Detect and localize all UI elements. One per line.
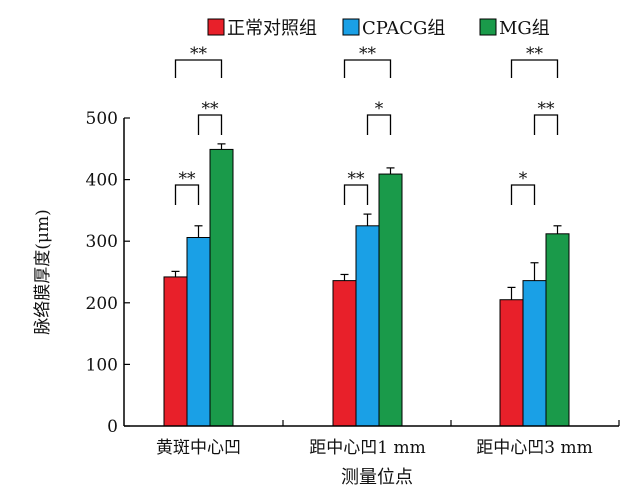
legend-label: MG组 [499, 18, 550, 39]
y-axis-label: 脉络膜厚度(μm) [33, 209, 53, 334]
legend-label: 正常对照组 [227, 18, 317, 39]
axes: 0 100 200 300 400 500 黄斑中心凹 距中心凹1 mm 距中心凹3 mm [86, 109, 620, 458]
significance-label: ** [202, 99, 220, 119]
bar [332, 280, 357, 427]
significance-bracket [533, 114, 559, 135]
bar [163, 276, 188, 427]
y-tick-label: 500 [86, 109, 118, 129]
significance-bracket [343, 184, 369, 205]
significance-bracket [366, 114, 392, 135]
significance-bracket [174, 59, 223, 78]
y-tick-label: 0 [107, 417, 118, 437]
significance-label: ** [348, 169, 366, 189]
significance-label: ** [179, 169, 197, 189]
x-axis-label: 测量位点 [341, 467, 413, 488]
bar [545, 233, 570, 427]
y-tick-label: 200 [86, 294, 118, 314]
significance-label: ** [190, 44, 208, 64]
y-tick-label: 100 [86, 355, 118, 375]
x-tick-label: 黄斑中心凹 [156, 438, 241, 458]
significance-label: * [519, 169, 528, 189]
error-bars [171, 143, 562, 300]
legend-label: CPACG组 [362, 18, 445, 39]
legend-swatch [342, 18, 360, 36]
bar [186, 237, 211, 427]
bars [163, 148, 570, 427]
significance-brackets: **************** [174, 44, 559, 205]
legend: 正常对照组 CPACG组 MG组 [207, 18, 550, 39]
significance-label: ** [359, 44, 377, 64]
bar [499, 299, 524, 427]
y-tick-label: 300 [86, 232, 118, 252]
bar [355, 225, 380, 427]
x-tick-label: 距中心凹1 mm [309, 438, 425, 458]
significance-bracket [510, 184, 536, 205]
significance-label: ** [538, 99, 556, 119]
legend-swatch [207, 18, 225, 36]
significance-label: * [375, 99, 384, 119]
significance-bracket [510, 59, 559, 78]
significance-bracket [343, 59, 392, 78]
legend-swatch [479, 18, 497, 36]
y-tick-label: 400 [86, 171, 118, 191]
bar [378, 173, 403, 427]
bar [209, 148, 234, 427]
bar [522, 280, 547, 427]
significance-bracket [174, 184, 200, 205]
x-tick-label: 距中心凹3 mm [476, 438, 592, 458]
significance-bracket [197, 114, 223, 135]
significance-label: ** [526, 44, 544, 64]
